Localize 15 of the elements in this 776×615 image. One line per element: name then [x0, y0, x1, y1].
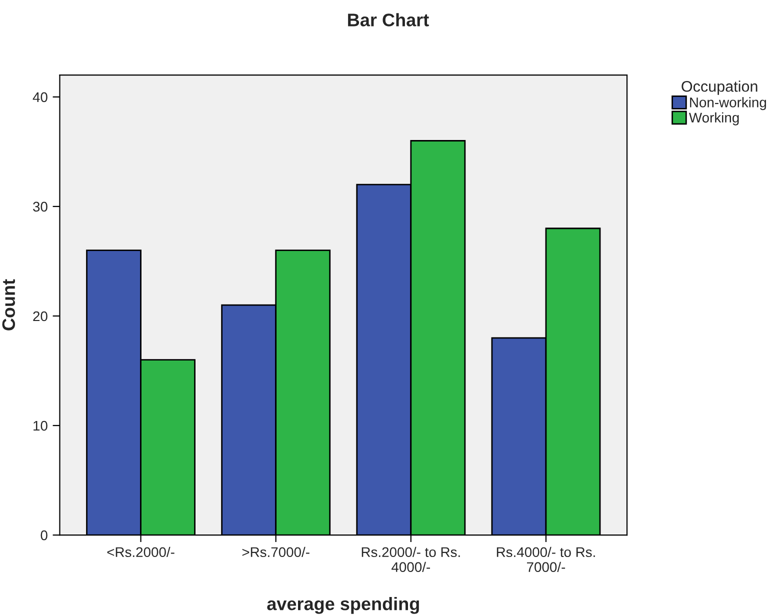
y-tick-label: 20	[33, 311, 48, 322]
x-tick-label: >Rs.7000/-	[242, 546, 310, 558]
y-tick-label: 10	[34, 420, 48, 431]
legend-label: Non-working	[690, 97, 766, 110]
y-tick-label: 40	[32, 92, 48, 102]
x-tick-label: Rs.2000/- to Rs. 4000/-	[362, 546, 460, 572]
legend-title: Occupation	[682, 80, 758, 95]
y-tick-label: 30	[33, 202, 48, 212]
y-tick-label: 0	[40, 530, 48, 540]
y-axis-title: Count	[2, 279, 16, 330]
chart-title: Bar Chart	[348, 13, 429, 26]
legend-label: Working	[689, 112, 739, 126]
x-tick-label: Rs.4000/- to Rs. 7000/-	[496, 546, 595, 572]
x-axis-title: average spending	[267, 596, 419, 614]
x-tick-label: <Rs.2000/-	[107, 546, 174, 558]
